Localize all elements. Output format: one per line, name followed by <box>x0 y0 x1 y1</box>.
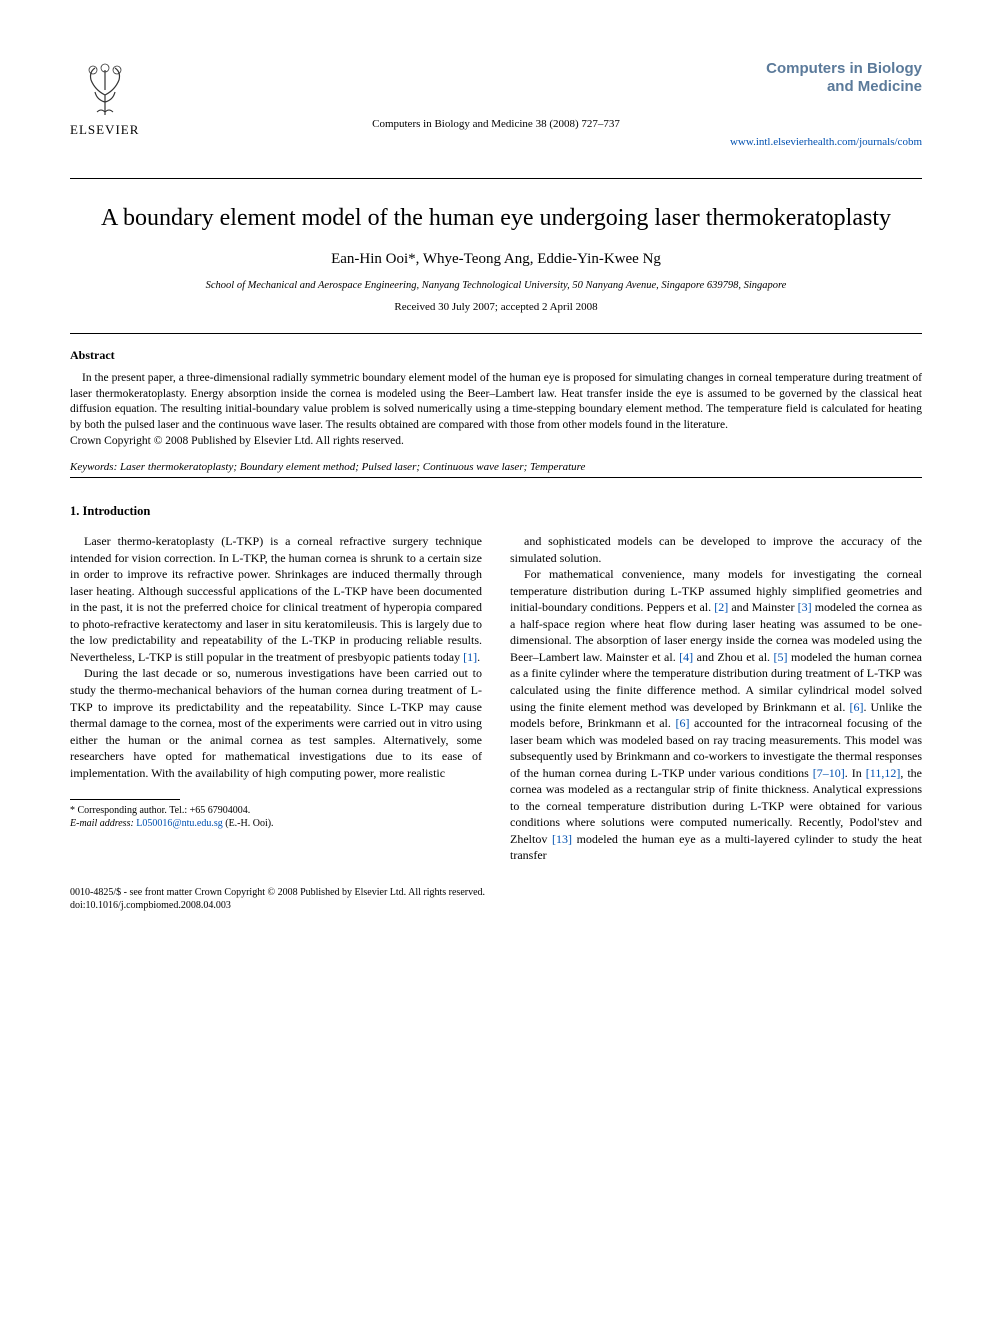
ref-5[interactable]: [5] <box>774 650 788 664</box>
email-row: E-mail address: L050016@ntu.edu.sg (E.-H… <box>70 817 482 830</box>
ref-3[interactable]: [3] <box>798 600 812 614</box>
affiliation: School of Mechanical and Aerospace Engin… <box>70 280 922 291</box>
footer: 0010-4825/$ - see front matter Crown Cop… <box>70 886 922 912</box>
ref-1[interactable]: [1] <box>463 650 477 664</box>
ref-6[interactable]: [6] <box>849 700 863 714</box>
footnote-separator <box>70 799 180 800</box>
journal-link-row: www.intl.elsevierhealth.com/journals/cob… <box>70 136 922 148</box>
ref-11-12[interactable]: [11,12] <box>866 766 901 780</box>
elsevier-tree-icon <box>75 60 135 120</box>
abstract-copyright: Crown Copyright © 2008 Published by Else… <box>70 435 922 447</box>
keywords-text: Laser thermokeratoplasty; Boundary eleme… <box>117 461 585 473</box>
ref-4[interactable]: [4] <box>679 650 693 664</box>
journal-name-line2: and Medicine <box>766 78 922 96</box>
corresponding-author: * Corresponding author. Tel.: +65 679040… <box>70 804 482 817</box>
rule-top <box>70 178 922 179</box>
article-title: A boundary element model of the human ey… <box>70 203 922 233</box>
publisher-logo: ELSEVIER <box>70 60 139 138</box>
section-1-heading: 1. Introduction <box>70 504 922 519</box>
body-columns: Laser thermo-keratoplasty (L-TKP) is a c… <box>70 533 922 864</box>
intro-para-1: Laser thermo-keratoplasty (L-TKP) is a c… <box>70 533 482 665</box>
intro-para-2: During the last decade or so, numerous i… <box>70 665 482 781</box>
rule-abstract-top <box>70 333 922 334</box>
publisher-name: ELSEVIER <box>70 122 139 138</box>
footnote-block: * Corresponding author. Tel.: +65 679040… <box>70 804 482 830</box>
footer-doi: doi:10.1016/j.compbiomed.2008.04.003 <box>70 899 922 912</box>
citation: Computers in Biology and Medicine 38 (20… <box>70 118 922 130</box>
intro-para-3: and sophisticated models can be develope… <box>510 533 922 566</box>
rule-abstract-bottom <box>70 477 922 478</box>
email-link[interactable]: L050016@ntu.edu.sg <box>136 818 222 829</box>
ref-2[interactable]: [2] <box>714 600 728 614</box>
ref-6b[interactable]: [6] <box>675 716 689 730</box>
abstract-heading: Abstract <box>70 348 922 363</box>
email-label: E-mail address: <box>70 818 134 829</box>
intro-para-4: For mathematical convenience, many model… <box>510 566 922 864</box>
journal-link[interactable]: www.intl.elsevierhealth.com/journals/cob… <box>730 136 922 148</box>
journal-name-line1: Computers in Biology <box>766 60 922 78</box>
email-suffix: (E.-H. Ooi). <box>223 818 274 829</box>
authors: Ean-Hin Ooi*, Whye-Teong Ang, Eddie-Yin-… <box>70 251 922 268</box>
keywords-label: Keywords: <box>70 461 117 473</box>
dates: Received 30 July 2007; accepted 2 April … <box>70 301 922 313</box>
keywords: Keywords: Laser thermokeratoplasty; Boun… <box>70 461 922 473</box>
footer-line-1: 0010-4825/$ - see front matter Crown Cop… <box>70 886 922 899</box>
abstract-body: In the present paper, a three-dimensiona… <box>70 371 922 433</box>
ref-13[interactable]: [13] <box>552 832 572 846</box>
ref-7-10[interactable]: [7–10] <box>813 766 845 780</box>
journal-name-block: Computers in Biology and Medicine <box>766 60 922 96</box>
